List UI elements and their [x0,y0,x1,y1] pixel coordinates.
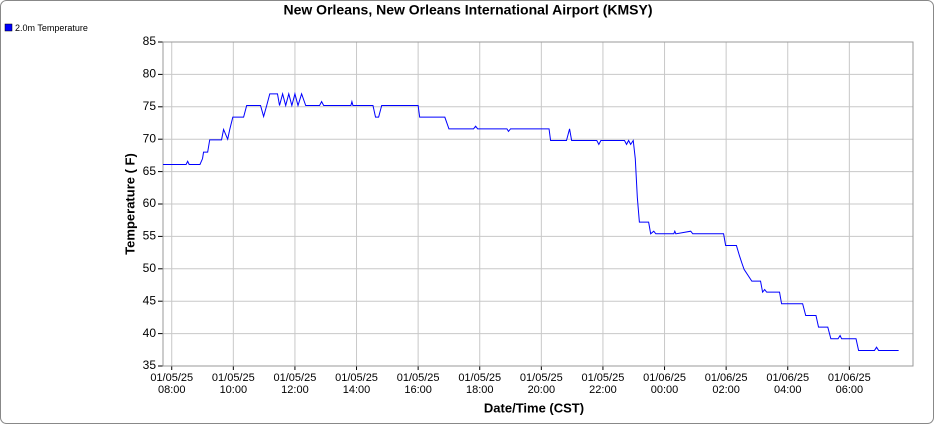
x-tick-label: 12:00 [281,384,309,396]
legend-label: 2.0m Temperature [15,23,88,33]
x-tick-label: 18:00 [466,384,494,396]
x-tick-label: 01/06/25 [643,372,686,384]
y-tick-label: 35 [143,358,157,372]
x-tick-label: 01/05/25 [520,372,563,384]
x-axis-label: Date/Time (CST) [484,400,584,415]
x-tick-label: 01/05/25 [458,372,501,384]
y-tick-label: 65 [143,164,157,178]
y-tick-label: 50 [143,261,157,275]
x-tick-label: 02:00 [712,384,740,396]
x-tick-label: 01/05/25 [582,372,625,384]
legend-swatch [4,23,13,32]
x-tick-label: 01/06/25 [766,372,809,384]
x-tick-label: 01/05/25 [212,372,255,384]
y-tick-label: 75 [143,99,157,113]
y-tick-label: 60 [143,196,157,210]
y-axis-label: Temperature ( F) [122,153,137,255]
x-tick-label: 04:00 [774,384,802,396]
y-tick-label: 55 [143,229,157,243]
x-tick-label: 01/06/25 [705,372,748,384]
x-tick-label: 20:00 [528,384,556,396]
series-line [163,91,899,351]
y-tick-label: 45 [143,293,157,307]
plot-border [162,41,914,367]
x-tick-label: 16:00 [404,384,432,396]
x-tick-label: 01/06/25 [828,372,871,384]
chart-title: New Orleans, New Orleans International A… [284,2,653,18]
x-tick-label: 10:00 [220,384,248,396]
x-tick-label: 14:00 [343,384,371,396]
x-tick-label: 01/05/25 [335,372,378,384]
x-tick-label: 08:00 [158,384,186,396]
y-tick-label: 70 [143,131,157,145]
x-tick-label: 00:00 [651,384,679,396]
x-tick-label: 01/05/25 [397,372,440,384]
x-tick-label: 01/05/25 [150,372,193,384]
y-tick-label: 40 [143,326,157,340]
y-tick-label: 80 [143,67,157,81]
y-tick-label: 85 [143,34,157,48]
x-tick-label: 06:00 [836,384,864,396]
x-tick-label: 01/05/25 [274,372,317,384]
x-tick-label: 22:00 [589,384,617,396]
